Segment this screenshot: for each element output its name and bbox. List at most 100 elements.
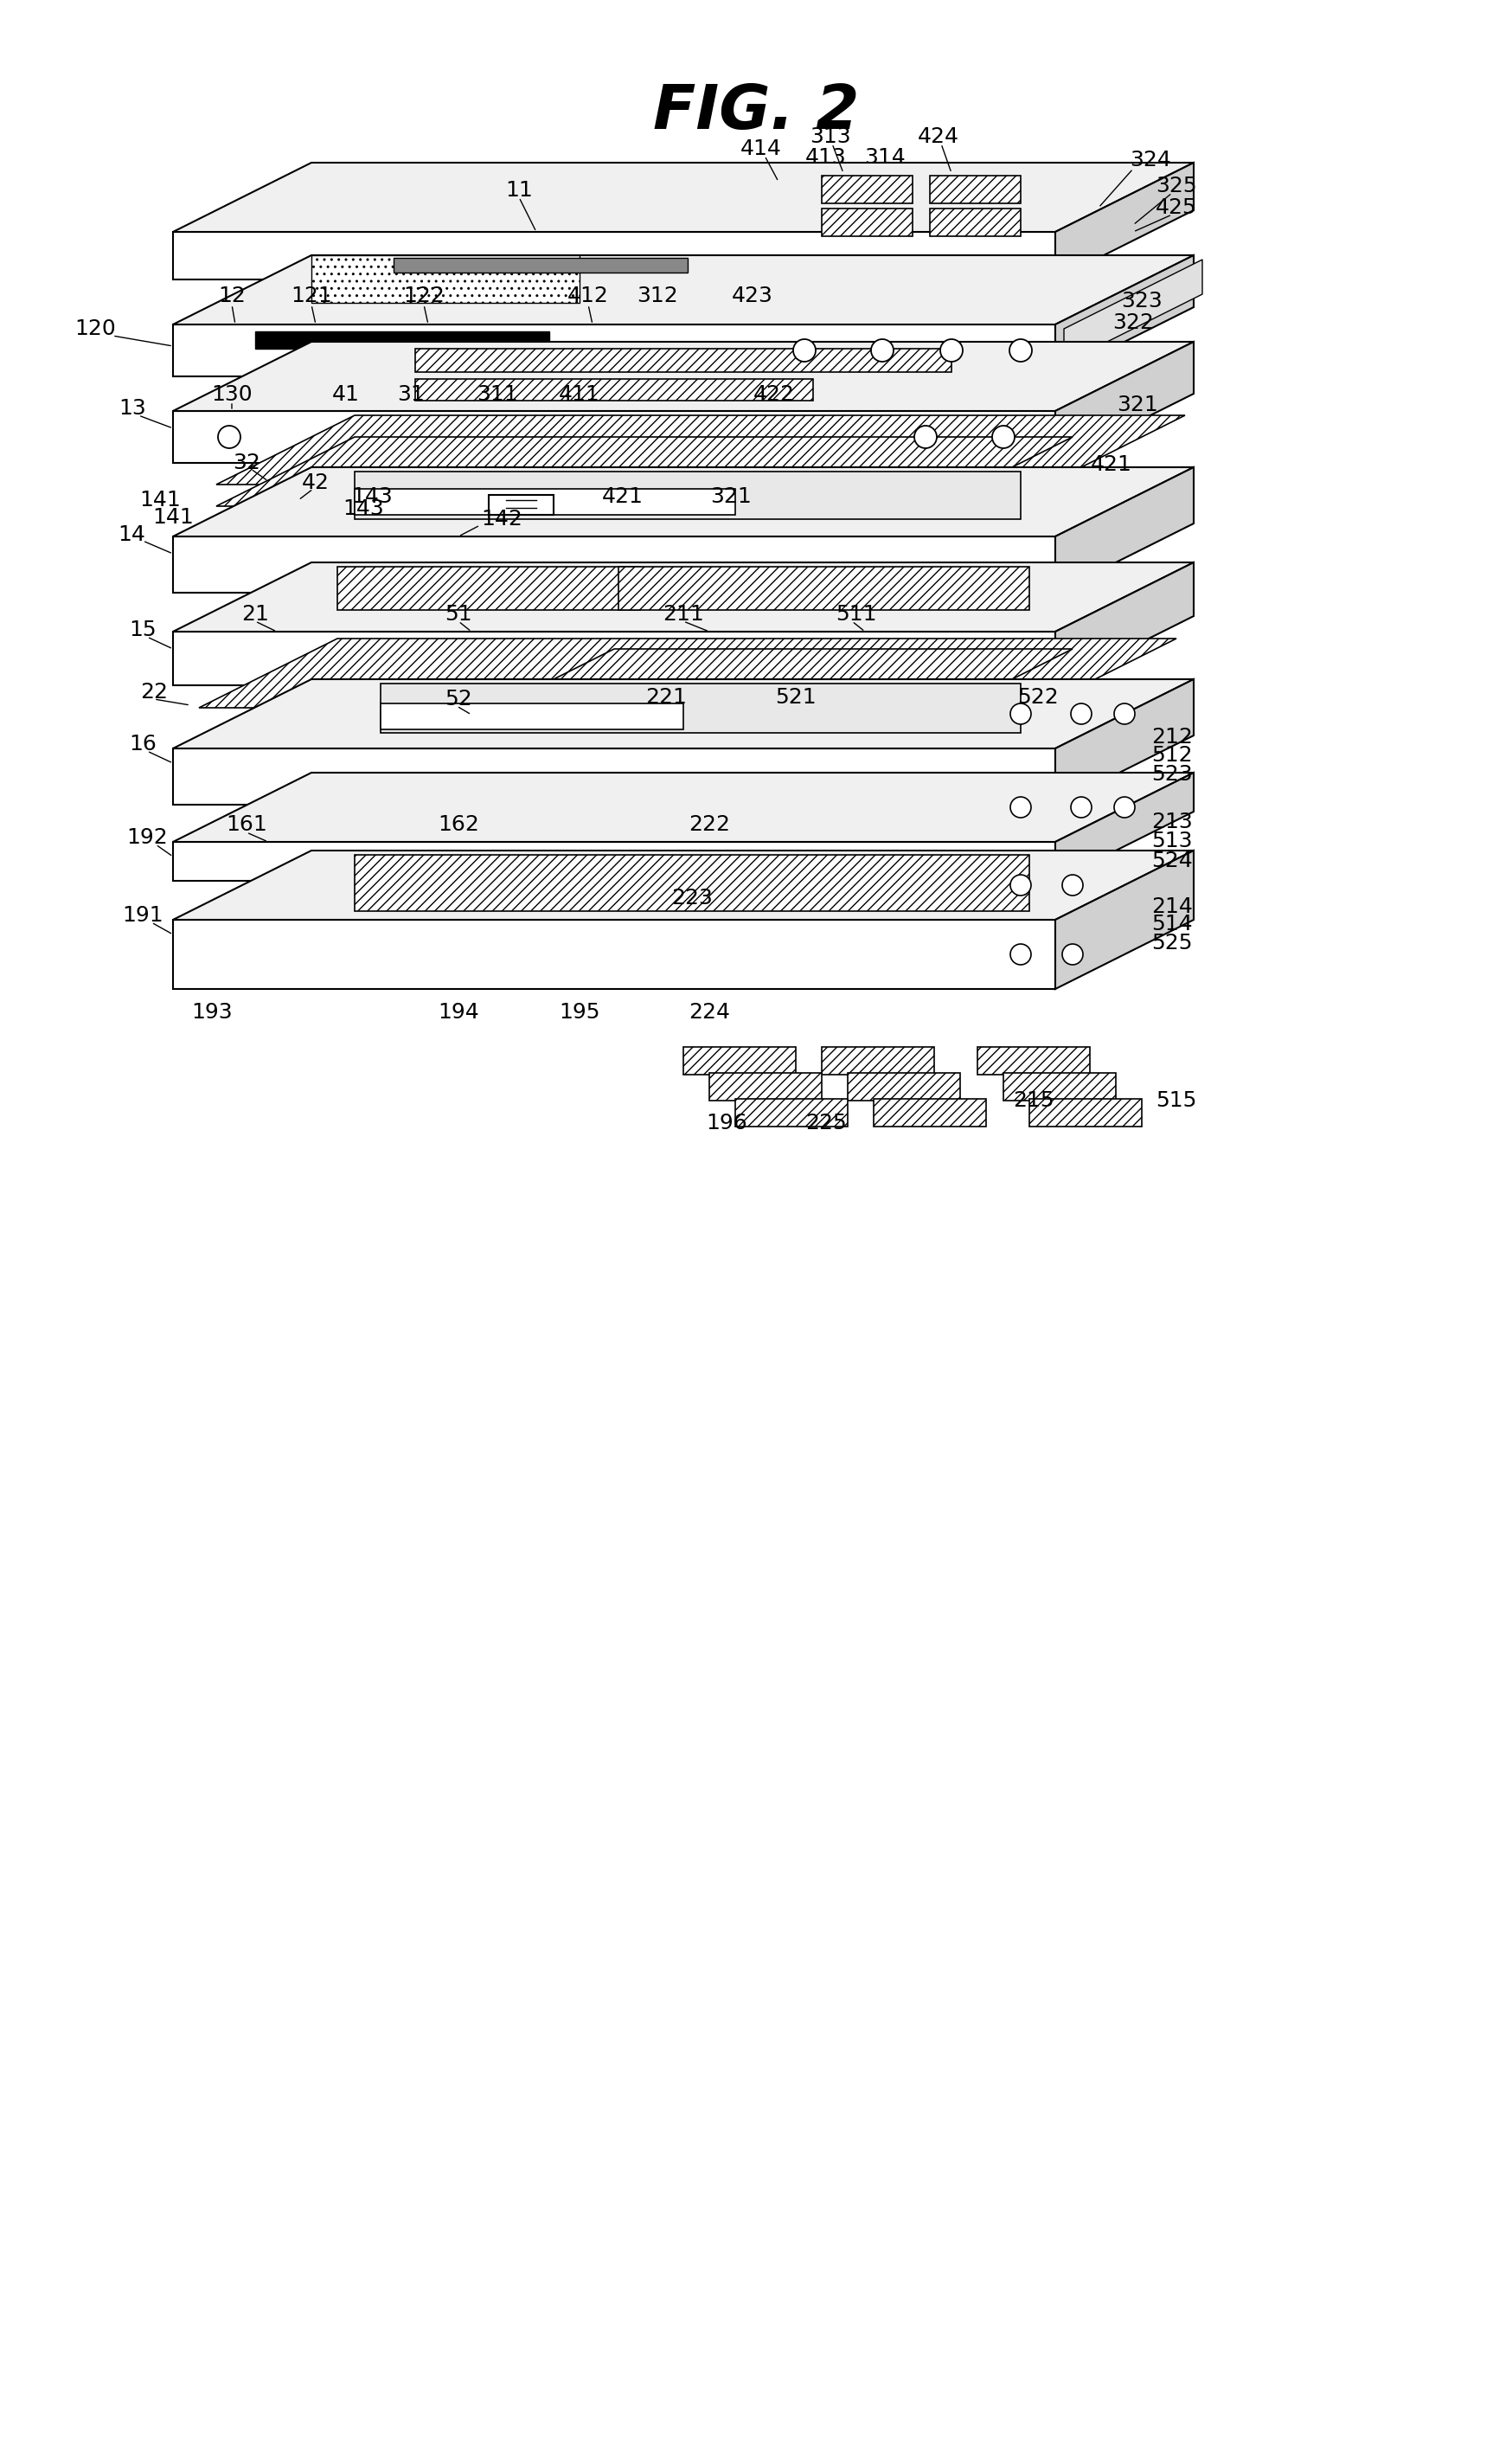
Circle shape [792,339,815,361]
Polygon shape [354,488,735,515]
Text: 321: 321 [1116,395,1158,415]
Text: 22: 22 [141,681,168,703]
Text: FIG. 2: FIG. 2 [653,83,859,142]
Polygon shape [872,1098,986,1127]
Polygon shape [930,207,1021,237]
Text: 412: 412 [567,285,608,307]
Circle shape [871,339,894,361]
Polygon shape [172,325,1055,376]
Text: 311: 311 [476,383,517,405]
Polygon shape [821,207,912,237]
Polygon shape [1055,561,1193,686]
Text: 222: 222 [688,815,730,834]
Text: 141: 141 [153,508,194,527]
Text: 21: 21 [242,605,269,625]
Polygon shape [256,332,549,368]
Text: 421: 421 [1090,454,1131,476]
Text: 525: 525 [1151,932,1191,954]
Text: 414: 414 [739,139,782,159]
Text: 321: 321 [709,486,751,508]
Circle shape [1061,876,1083,895]
Text: 141: 141 [139,490,180,510]
Text: 322: 322 [1111,312,1154,334]
Text: 215: 215 [1013,1091,1054,1110]
Text: 225: 225 [804,1113,847,1135]
Text: 211: 211 [662,605,703,625]
Text: 214: 214 [1151,895,1191,917]
Text: 212: 212 [1151,727,1191,747]
Text: 161: 161 [225,815,268,834]
Text: 514: 514 [1151,913,1191,935]
Polygon shape [1002,1074,1116,1100]
Text: 195: 195 [558,1003,600,1022]
Polygon shape [475,649,1072,717]
Text: 511: 511 [835,605,877,625]
Text: 14: 14 [118,525,145,544]
Polygon shape [393,259,688,273]
Polygon shape [172,163,1193,232]
Polygon shape [1055,256,1193,376]
Circle shape [1113,703,1134,725]
Polygon shape [821,1047,933,1074]
Text: 512: 512 [1151,744,1191,766]
Text: 16: 16 [129,734,156,754]
Text: 521: 521 [774,688,816,708]
Text: 191: 191 [122,905,163,925]
Text: 523: 523 [1151,764,1191,786]
Circle shape [939,339,962,361]
Text: 143: 143 [351,486,393,508]
Text: 13: 13 [118,398,147,420]
Polygon shape [172,749,1055,805]
Circle shape [1010,944,1031,964]
Polygon shape [311,256,579,303]
Text: 15: 15 [129,620,156,639]
Text: 522: 522 [1016,688,1058,708]
Text: 52: 52 [445,688,472,710]
Polygon shape [354,854,1028,910]
Circle shape [1009,339,1031,361]
Circle shape [913,425,936,449]
Text: 325: 325 [1155,176,1196,195]
Text: 423: 423 [732,285,773,307]
Text: 143: 143 [342,498,384,520]
Polygon shape [488,495,553,515]
Polygon shape [172,232,1055,281]
Text: 192: 192 [127,827,168,849]
Polygon shape [216,437,1072,505]
Polygon shape [618,566,1028,610]
Circle shape [1070,703,1092,725]
Polygon shape [172,632,1055,686]
Polygon shape [200,639,1176,708]
Circle shape [1010,798,1031,817]
Text: 515: 515 [1155,1091,1196,1110]
Polygon shape [709,1074,821,1100]
Polygon shape [1028,1098,1142,1127]
Polygon shape [216,415,1184,486]
Polygon shape [172,773,1193,842]
Text: 194: 194 [437,1003,479,1022]
Circle shape [1010,703,1031,725]
Polygon shape [1055,852,1193,988]
Text: 312: 312 [637,285,677,307]
Polygon shape [1055,163,1193,281]
Polygon shape [172,920,1055,988]
Text: 32: 32 [233,451,260,473]
Circle shape [1070,798,1092,817]
Text: 425: 425 [1155,198,1196,217]
Text: 213: 213 [1151,813,1191,832]
Text: 224: 224 [688,1003,730,1022]
Polygon shape [381,683,1021,732]
Circle shape [1010,876,1031,895]
Polygon shape [172,342,1193,410]
Polygon shape [930,176,1021,203]
Polygon shape [414,349,951,371]
Circle shape [1061,944,1083,964]
Polygon shape [735,1098,847,1127]
Text: 31: 31 [398,383,425,405]
Text: 120: 120 [74,317,116,339]
Text: 411: 411 [558,383,600,405]
Circle shape [1113,798,1134,817]
Text: 314: 314 [863,146,906,168]
Text: 324: 324 [1129,149,1170,171]
Polygon shape [172,537,1055,593]
